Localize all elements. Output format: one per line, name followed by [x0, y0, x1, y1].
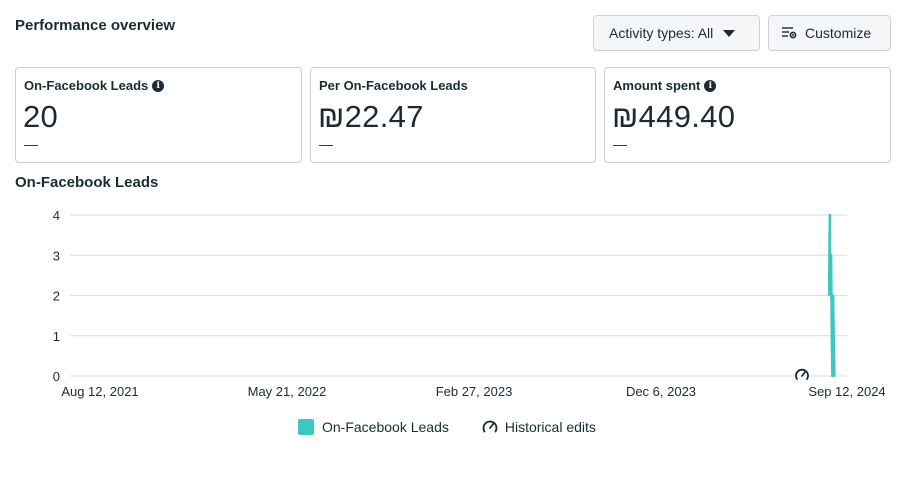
historical-edits-icon: [482, 420, 498, 433]
info-icon[interactable]: i: [704, 79, 717, 92]
y-tick-label: 3: [53, 248, 60, 263]
x-tick-label: Sep 12, 2024: [808, 384, 885, 399]
y-tick-label: 2: [53, 289, 60, 304]
info-icon[interactable]: i: [152, 79, 165, 92]
metric-value: ₪22.47: [318, 99, 424, 134]
metric-value: ₪449.40: [612, 99, 736, 134]
caret-down-icon: [723, 29, 736, 37]
metric-label: Amount spent: [613, 78, 701, 93]
leads-line-chart: 0 1 2 3 4 Aug 12, 2021 May 21, 2022 Feb 27, 202…: [53, 208, 886, 399]
customize-button[interactable]: Customize: [768, 15, 891, 51]
metric-delta: —: [319, 136, 333, 152]
series-line-on-facebook-leads: [827, 213, 836, 378]
x-tick-label: Dec 6, 2023: [626, 384, 696, 399]
activity-types-label: Activity types: All: [609, 25, 714, 41]
customize-icon: [782, 27, 797, 39]
metric-value: 20: [23, 99, 59, 134]
metric-label: Per On-Facebook Leads: [319, 78, 468, 93]
metric-delta: —: [24, 136, 38, 152]
metric-card-leads[interactable]: On-Facebook Leads i 20 —: [15, 67, 302, 163]
metric-card-amount-spent[interactable]: Amount spent i ₪449.40 —: [604, 67, 891, 163]
activity-types-dropdown[interactable]: Activity types: All: [593, 15, 760, 51]
y-tick-label: 0: [53, 369, 60, 384]
x-tick-label: Aug 12, 2021: [61, 384, 138, 399]
chart-legend: On-Facebook Leads Historical edits: [298, 418, 596, 436]
x-tick-label: May 21, 2022: [248, 384, 327, 399]
y-tick-label: 4: [53, 208, 60, 223]
page-title: Performance overview: [15, 17, 176, 34]
metric-delta: —: [613, 136, 627, 152]
chart-title: On-Facebook Leads: [15, 174, 159, 191]
y-tick-label: 1: [53, 329, 60, 344]
metric-label: On-Facebook Leads: [24, 78, 149, 93]
customize-label: Customize: [805, 25, 872, 41]
legend-item-leads[interactable]: On-Facebook Leads: [322, 419, 449, 435]
metric-card-cost-per-lead[interactable]: Per On-Facebook Leads ₪22.47 —: [310, 67, 596, 163]
x-tick-label: Feb 27, 2023: [436, 384, 513, 399]
legend-swatch: [298, 419, 314, 435]
legend-item-historical-edits[interactable]: Historical edits: [504, 419, 596, 435]
historical-edits-marker: [795, 368, 809, 382]
